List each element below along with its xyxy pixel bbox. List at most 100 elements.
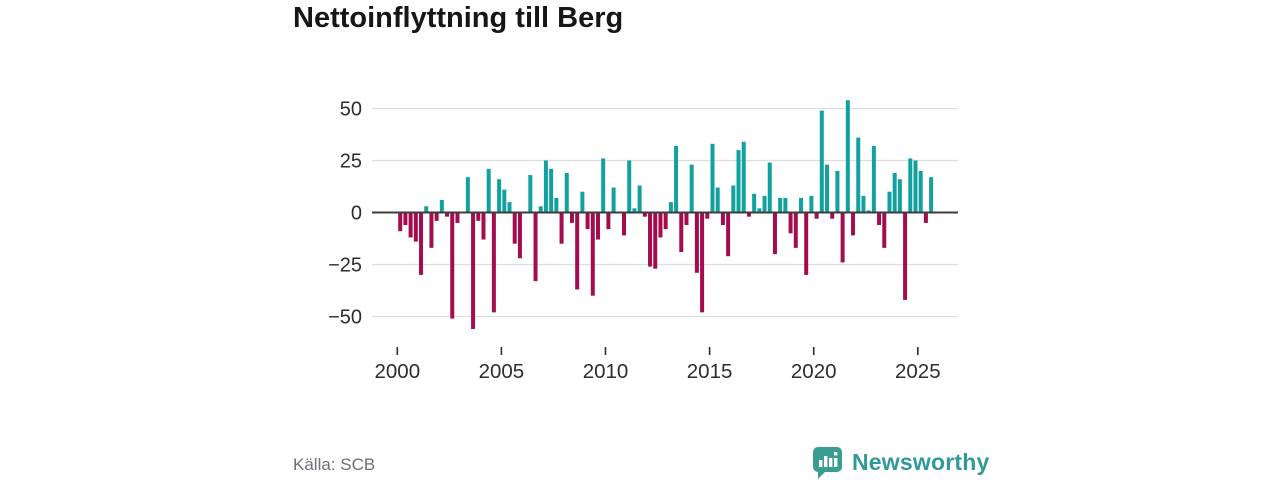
bar-positive — [918, 170, 923, 213]
bar-negative — [923, 212, 928, 223]
y-axis-tick-label: −25 — [328, 255, 362, 277]
bar-negative — [877, 212, 882, 225]
bar-positive — [497, 179, 502, 213]
bar-negative — [413, 212, 418, 242]
bar-negative — [569, 212, 574, 223]
bar-positive — [736, 150, 741, 213]
bar-positive — [674, 145, 679, 213]
bar-positive — [825, 164, 830, 213]
bar-positive — [835, 170, 840, 213]
bar-positive — [424, 206, 429, 213]
newsworthy-logo: Newsworthy — [812, 444, 989, 480]
bar-positive — [439, 200, 444, 213]
bar-positive — [538, 206, 543, 213]
x-axis-tick-label: 2025 — [895, 360, 941, 383]
bar-positive — [778, 197, 783, 213]
newsworthy-logo-text: Newsworthy — [852, 448, 990, 475]
bar-positive — [632, 208, 637, 213]
bar-negative — [517, 212, 522, 259]
bar-negative — [851, 212, 856, 236]
chart-title: Nettoinflyttning till Berg — [293, 2, 624, 34]
bar-negative — [606, 212, 611, 230]
bar-positive — [549, 168, 554, 213]
bar-negative — [700, 212, 705, 313]
bar-positive — [502, 189, 507, 213]
bar-negative — [903, 212, 908, 300]
bar-negative — [471, 212, 476, 329]
bar-negative — [882, 212, 887, 248]
bar-positive — [465, 177, 470, 213]
bar-negative — [575, 212, 580, 290]
bar-negative — [694, 212, 699, 273]
bar-positive — [507, 202, 512, 213]
bar-positive — [627, 160, 632, 213]
bar-positive — [710, 143, 715, 213]
bar-negative — [814, 212, 819, 219]
bar-negative — [679, 212, 684, 253]
bar-negative — [419, 212, 424, 275]
bar-positive — [929, 177, 934, 213]
bar-chart: 50 25 0 −25 −50 2000 2005 2010 2015 2020 2025 — [328, 99, 958, 383]
bar-negative — [476, 212, 481, 221]
bar-negative — [590, 212, 595, 296]
bar-negative — [720, 212, 725, 225]
bar-positive — [554, 197, 559, 213]
chart-canvas: 50 25 0 −25 −50 2000 2005 2010 2015 2020 2025 — [328, 99, 958, 383]
bar-negative — [663, 212, 668, 230]
bar-negative — [788, 212, 793, 234]
bar-positive — [892, 172, 897, 213]
bar-positive — [871, 145, 876, 213]
y-axis-tick-label: 25 — [340, 151, 362, 173]
bar-negative — [585, 212, 590, 230]
bar-negative — [830, 212, 835, 219]
bar-positive — [913, 160, 918, 213]
bar-negative — [684, 212, 689, 225]
bar-negative — [642, 212, 647, 217]
bar-positive — [731, 185, 736, 213]
bar-positive — [611, 187, 616, 213]
bar-negative — [403, 212, 408, 225]
bar-positive — [887, 191, 892, 213]
y-axis-tick-label: −50 — [328, 307, 362, 329]
bar-negative — [481, 212, 486, 240]
bar-negative — [512, 212, 517, 244]
bar-negative — [705, 212, 710, 219]
bar-positive — [798, 197, 803, 213]
bar-negative — [398, 212, 403, 232]
x-axis-tick-label: 2020 — [791, 360, 837, 383]
source-label: Källa: SCB — [293, 455, 376, 474]
bar-positive — [819, 110, 824, 213]
bar-negative — [450, 212, 455, 319]
bar-positive — [668, 202, 673, 213]
bar-positive — [486, 168, 491, 213]
bar-positive — [897, 179, 902, 213]
bar-negative — [455, 212, 460, 223]
bar-positive — [637, 185, 642, 213]
bar-negative — [793, 212, 798, 248]
bar-positive — [528, 175, 533, 213]
bar-positive — [866, 210, 871, 213]
bar-negative — [445, 212, 450, 217]
bar-negative — [559, 212, 564, 244]
bar-positive — [767, 162, 772, 213]
bar-negative — [429, 212, 434, 248]
bar-negative — [746, 212, 751, 217]
bar-positive — [715, 187, 720, 213]
bar-negative — [772, 212, 777, 255]
bar-negative — [648, 212, 653, 267]
bar-positive — [809, 195, 814, 213]
bar-negative — [840, 212, 845, 263]
bar-negative — [726, 212, 731, 257]
bar-positive — [543, 160, 548, 213]
bar-positive — [762, 195, 767, 213]
x-axis-tick-label: 2015 — [687, 360, 733, 383]
x-axis-tick-label: 2010 — [583, 360, 629, 383]
bar-positive — [601, 158, 606, 213]
bar-positive — [783, 197, 788, 213]
bar-negative — [804, 212, 809, 275]
newsworthy-logo-icon — [813, 446, 842, 479]
bar-positive — [856, 137, 861, 213]
bar-positive — [564, 172, 569, 213]
bar-positive — [580, 191, 585, 213]
